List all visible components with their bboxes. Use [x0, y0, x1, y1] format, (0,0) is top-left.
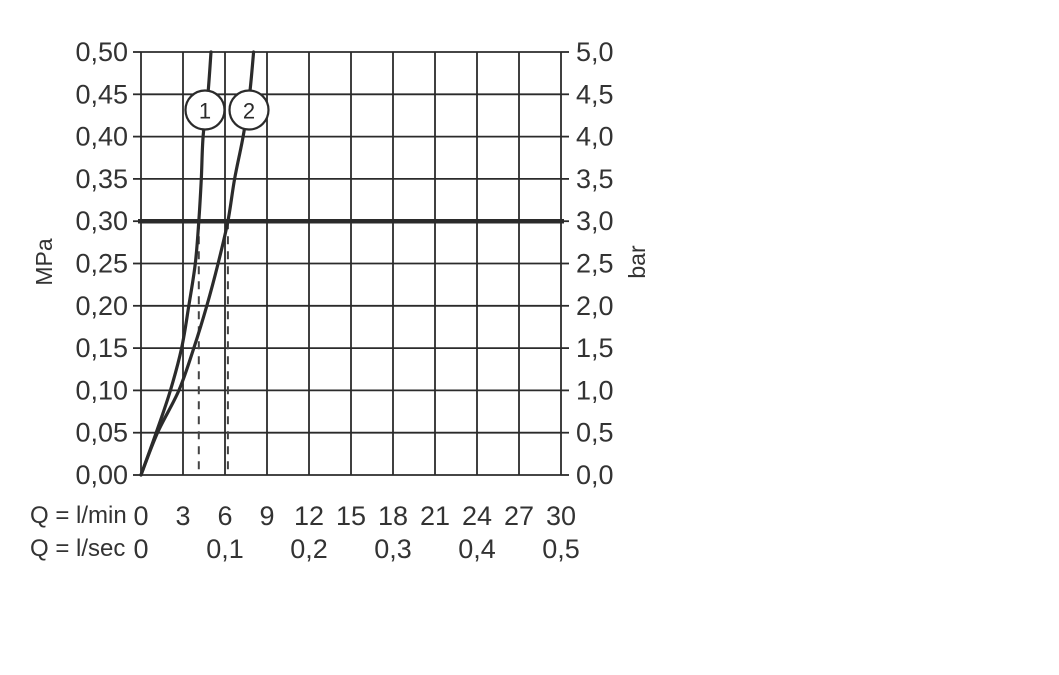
svg-text:0,2: 0,2: [290, 534, 328, 564]
svg-text:0: 0: [133, 534, 148, 564]
svg-text:15: 15: [336, 501, 366, 531]
svg-text:0,4: 0,4: [458, 534, 496, 564]
svg-text:9: 9: [259, 501, 274, 531]
svg-text:1: 1: [199, 99, 211, 124]
svg-text:3: 3: [175, 501, 190, 531]
svg-text:0,45: 0,45: [75, 79, 128, 109]
svg-text:0,3: 0,3: [374, 534, 412, 564]
svg-text:4,5: 4,5: [576, 79, 614, 109]
svg-text:1,5: 1,5: [576, 333, 614, 363]
svg-text:0,30: 0,30: [75, 206, 128, 236]
svg-text:24: 24: [462, 501, 492, 531]
svg-text:0,5: 0,5: [542, 534, 580, 564]
svg-text:4,0: 4,0: [576, 122, 614, 152]
svg-text:5,0: 5,0: [576, 37, 614, 67]
svg-text:2,5: 2,5: [576, 249, 614, 279]
svg-text:3,5: 3,5: [576, 164, 614, 194]
svg-text:0,25: 0,25: [75, 249, 128, 279]
svg-text:3,0: 3,0: [576, 206, 614, 236]
svg-text:0,0: 0,0: [576, 460, 614, 490]
svg-text:18: 18: [378, 501, 408, 531]
svg-text:0,1: 0,1: [206, 534, 244, 564]
svg-text:bar: bar: [624, 245, 650, 279]
svg-text:1,0: 1,0: [576, 375, 614, 405]
svg-text:0: 0: [133, 501, 148, 531]
svg-text:30: 30: [546, 501, 576, 531]
svg-text:0,40: 0,40: [75, 122, 128, 152]
svg-text:0,35: 0,35: [75, 164, 128, 194]
svg-text:12: 12: [294, 501, 324, 531]
svg-text:21: 21: [420, 501, 450, 531]
svg-text:27: 27: [504, 501, 534, 531]
svg-text:0,15: 0,15: [75, 333, 128, 363]
svg-text:MPa: MPa: [31, 238, 57, 286]
svg-text:2,0: 2,0: [576, 291, 614, 321]
svg-text:2: 2: [243, 99, 255, 124]
svg-text:0,05: 0,05: [75, 418, 128, 448]
svg-text:Q = l/min: Q = l/min: [30, 502, 127, 529]
svg-text:0,5: 0,5: [576, 418, 614, 448]
svg-text:6: 6: [217, 501, 232, 531]
svg-text:0,20: 0,20: [75, 291, 128, 321]
svg-text:0,50: 0,50: [75, 37, 128, 67]
svg-text:0,00: 0,00: [75, 460, 128, 490]
svg-text:Q = l/sec: Q = l/sec: [30, 535, 125, 562]
svg-text:0,10: 0,10: [75, 375, 128, 405]
